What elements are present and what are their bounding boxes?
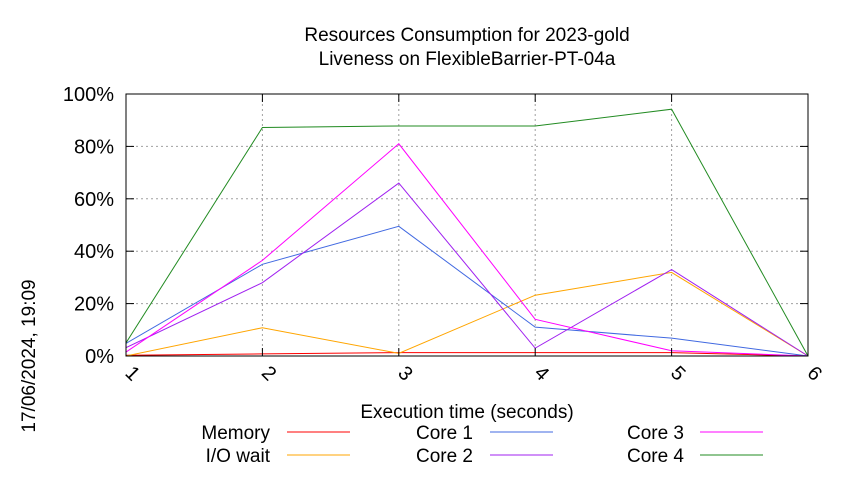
chart-title-line-1: Resources Consumption for 2023-gold	[304, 25, 629, 46]
y-tick-label: 0%	[85, 346, 114, 368]
grid-layer	[126, 94, 808, 356]
legend-label-core-2: Core 2	[416, 446, 473, 467]
legend-label-memory: Memory	[201, 423, 270, 444]
x-tick-label: 6	[803, 362, 826, 385]
x-axis-label: Execution time (seconds)	[360, 402, 573, 423]
series-line-core-2	[125, 182, 809, 357]
x-tick-label: 3	[393, 362, 416, 385]
x-tick-label: 1	[121, 362, 144, 385]
series-line-i-o-wait	[125, 271, 809, 357]
y-tick-label: 40%	[74, 241, 114, 263]
x-tick-label: 2	[257, 362, 280, 385]
series-line-core-3	[125, 143, 809, 357]
series-line-memory	[125, 352, 809, 357]
legend-label-core-1: Core 1	[416, 423, 473, 444]
series-line-core-1	[125, 225, 809, 357]
series-line-core-4	[125, 108, 809, 357]
legend-label-i-o-wait: I/O wait	[206, 446, 271, 467]
tick-layer: 0% 20% 40% 60% 80% 100% 1 2 3 4 5 6	[63, 84, 826, 385]
x-tick-label: 5	[666, 362, 689, 385]
legend-label-core-3: Core 3	[627, 423, 684, 444]
plot-frame	[125, 93, 809, 357]
x-tick-label: 4	[530, 362, 553, 385]
chart-title-line-2: Liveness on FlexibleBarrier-PT-04a	[319, 49, 616, 70]
y-tick-label: 80%	[74, 136, 114, 158]
timestamp-label: 17/06/2024, 19:09	[19, 279, 40, 432]
y-tick-label: 100%	[63, 84, 114, 106]
y-tick-label: 20%	[74, 294, 114, 316]
y-tick-label: 60%	[74, 189, 114, 211]
series-layer	[125, 108, 809, 357]
legend-label-core-4: Core 4	[627, 446, 684, 467]
